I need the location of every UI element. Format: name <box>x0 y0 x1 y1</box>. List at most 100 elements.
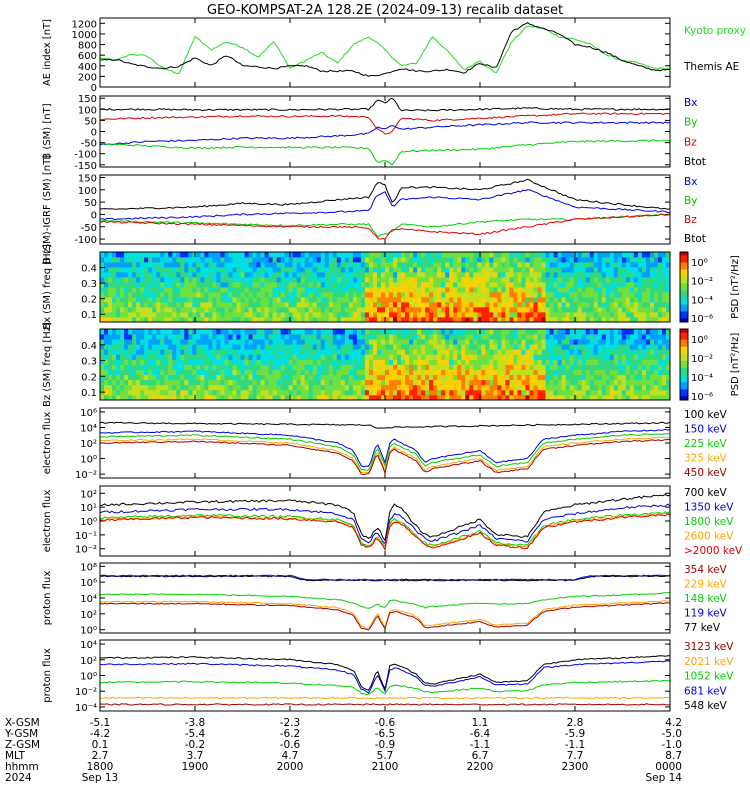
spectrogram-cell <box>164 379 169 386</box>
spectrogram-cell <box>637 329 643 335</box>
spectrogram-cell <box>240 354 245 360</box>
spectrogram-cell <box>609 334 615 340</box>
colorbar-swatch <box>680 339 688 342</box>
spectrogram-cell <box>537 379 542 386</box>
spectrogram-cell <box>645 384 651 391</box>
spectrogram-cell <box>441 282 446 288</box>
spectrogram-cell <box>144 339 149 345</box>
spectrogram-cell <box>593 312 599 318</box>
series-line-bsm-0 <box>99 97 671 112</box>
spectrogram-cell <box>409 349 414 355</box>
spectrogram-cell <box>573 384 579 391</box>
spectrogram-cell <box>216 349 221 355</box>
colorbar-swatch <box>680 257 688 260</box>
spectrogram-cell <box>280 394 286 401</box>
spectrogram-cell <box>625 344 631 350</box>
spectrogram-cell <box>320 312 326 318</box>
spectrogram-cell <box>104 384 109 391</box>
spectrogram-cell <box>356 262 362 268</box>
spectrogram-cell <box>573 374 579 381</box>
spectrogram-cell <box>236 389 241 396</box>
colorbar-swatch <box>680 359 688 362</box>
legend-entry: 119 keV <box>684 608 728 620</box>
spectrogram-cell <box>304 389 310 396</box>
spectrogram-cell <box>356 292 362 298</box>
spectrogram-cell <box>617 262 623 268</box>
spectrogram-cell <box>549 344 554 350</box>
spectrogram-cell <box>304 344 310 350</box>
spectrogram-cell <box>393 344 398 350</box>
spectrogram-cell <box>537 292 542 298</box>
spectrogram-cell <box>116 292 121 298</box>
spectrogram-cell <box>256 257 261 263</box>
spectrogram-cell <box>469 277 474 283</box>
spectrogram-cell <box>264 272 269 278</box>
spectrogram-cell <box>509 257 514 263</box>
spectrogram-cell <box>276 374 282 381</box>
spectrogram-cell <box>148 349 153 355</box>
spectrogram-cell <box>601 252 607 258</box>
spectrogram-cell <box>629 339 635 345</box>
spectrogram-cell <box>613 369 619 376</box>
spectrogram-cell <box>116 334 121 340</box>
spectrogram-cell <box>224 379 229 386</box>
spectrogram-cell <box>553 329 558 335</box>
spectrogram-cell <box>240 384 245 391</box>
y-tick-label: -100 <box>74 235 97 246</box>
spectrogram-cell <box>461 267 466 273</box>
spectrogram-cell <box>525 359 530 365</box>
spectrogram-cell <box>224 272 229 278</box>
spectrogram-cell <box>397 292 402 298</box>
spectrogram-cell <box>473 302 478 308</box>
spectrogram-cell <box>425 287 430 293</box>
spectrogram-cell <box>509 394 514 401</box>
spectrogram-cell <box>389 374 394 381</box>
spectrogram-cell <box>140 292 145 298</box>
spectrogram-cell <box>280 262 286 268</box>
spectrogram-cell <box>252 252 257 258</box>
spectrogram-cell <box>609 349 615 355</box>
spectrogram-cell <box>264 312 269 318</box>
spectrogram-cell <box>256 384 261 391</box>
spectrogram-cell <box>248 394 253 401</box>
spectrogram-cell <box>148 292 153 298</box>
spectrogram-cell <box>645 262 651 268</box>
spectrogram-cell <box>248 307 253 313</box>
spectrogram-cell <box>356 354 362 360</box>
y-tick-label: 100 <box>78 105 97 116</box>
spectrogram-cell <box>320 297 326 303</box>
spectrogram-cell <box>541 272 546 278</box>
spectrogram-cell <box>481 307 486 313</box>
spectrogram-cell <box>657 287 663 293</box>
spectrogram-cell <box>372 354 378 360</box>
spectrogram-cell <box>549 364 554 370</box>
spectrogram-cell <box>248 287 253 293</box>
spectrogram-cell <box>272 384 278 391</box>
spectrogram-cell <box>405 272 410 278</box>
spectrogram-cell <box>372 339 378 345</box>
spectrogram-cell <box>228 344 233 350</box>
spectrogram-cell <box>549 307 554 313</box>
spectrogram-cell <box>252 282 257 288</box>
spectrogram-cell <box>144 277 149 283</box>
spectrogram-cell <box>621 287 627 293</box>
spectrogram-cell <box>525 252 530 258</box>
spectrogram-cell <box>272 317 278 323</box>
spectrogram-cell <box>517 344 522 350</box>
spectrogram-cell <box>204 379 209 386</box>
spectrogram-cell <box>372 292 378 298</box>
spectrogram-cell <box>164 359 169 365</box>
spectrogram-cell <box>549 334 554 340</box>
spectrogram-cell <box>332 394 338 401</box>
spectrogram-cell <box>184 364 189 370</box>
spectrogram-cell <box>156 277 161 283</box>
spectrogram-cell <box>352 344 358 350</box>
spectrogram-cell <box>244 292 249 298</box>
spectrogram-cell <box>401 302 406 308</box>
panel-frame <box>99 562 671 634</box>
spectrogram-cell <box>104 302 109 308</box>
spectrogram-cell <box>569 354 575 360</box>
spectrogram-cell <box>300 292 306 298</box>
spectrogram-cell <box>389 339 394 345</box>
spectrogram-cell <box>260 267 265 273</box>
